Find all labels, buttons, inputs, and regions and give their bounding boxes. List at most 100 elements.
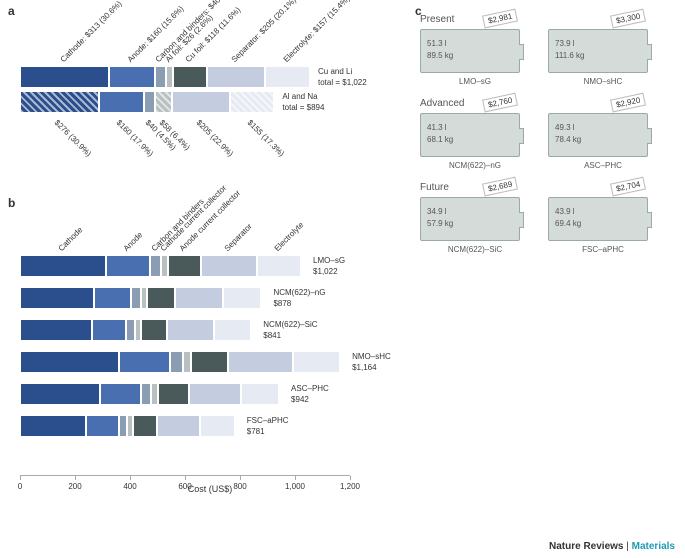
stacked-segment xyxy=(200,415,234,437)
price-tag: $2,704 xyxy=(610,177,646,197)
price-tag: $2,981 xyxy=(482,9,518,29)
panel-b-header: CathodeAnodeCarbon and bindersCathode cu… xyxy=(20,200,400,255)
segment-label: $276 (30.9%) xyxy=(53,118,93,158)
stacked-segment xyxy=(100,383,141,405)
bar-label: NCM(622)–nG$878 xyxy=(273,287,325,309)
axis-tick-label: 400 xyxy=(123,482,136,491)
battery-specs: 51.3 l89.5 kg xyxy=(427,38,453,62)
stacked-segment xyxy=(94,287,131,309)
battery-specs: 49.3 l78.4 kg xyxy=(555,122,581,146)
stacked-segment xyxy=(241,383,279,405)
column-label: Carbon and binders xyxy=(149,197,205,253)
stacked-segment xyxy=(293,351,341,373)
battery-terminal-icon xyxy=(519,44,524,60)
stacked-segment xyxy=(214,319,251,341)
axis-tick xyxy=(295,476,296,480)
segment-label: $205 (22.9%) xyxy=(195,118,235,158)
price-tag: $2,920 xyxy=(610,93,646,113)
bar-label: NCM(622)–SiC$841 xyxy=(263,319,317,341)
panel-a-label: a xyxy=(8,4,15,18)
stacked-segment xyxy=(20,383,100,405)
column-label: Anode xyxy=(122,230,145,253)
stacked-segment xyxy=(173,66,207,88)
price-tag: $3,300 xyxy=(610,9,646,29)
column-label: Cathode xyxy=(57,225,85,253)
axis-tick xyxy=(75,476,76,480)
stacked-segment xyxy=(20,66,109,88)
battery-terminal-icon xyxy=(647,128,652,144)
stacked-segment xyxy=(161,255,168,277)
journal-name: Nature Reviews xyxy=(549,541,623,552)
price-tag: $2,689 xyxy=(482,177,518,197)
axis-tick-label: 1,200 xyxy=(340,482,360,491)
battery-row: 34.9 l57.9 kg$2,689NCM(622)–SiC43.9 l69.… xyxy=(420,197,670,254)
panel-c: Present51.3 l89.5 kg$2,981LMO–sG73.9 l11… xyxy=(420,8,670,266)
battery-cell: 73.9 l111.6 kg$3,300NMO–sHC xyxy=(548,29,658,86)
stacked-segment xyxy=(167,319,214,341)
stacked-segment xyxy=(166,66,173,88)
battery-label: NCM(622)–SiC xyxy=(420,245,530,254)
stacked-segment xyxy=(207,66,265,88)
stacked-segment xyxy=(223,287,262,309)
stacked-segment xyxy=(141,383,151,405)
battery-row: 51.3 l89.5 kg$2,981 LMO–sG 73.9 l111.6 kg$… xyxy=(420,29,670,86)
panel-b-label: b xyxy=(8,196,15,210)
price-tag: $2,760 xyxy=(482,93,518,113)
panel-a: Cathode: $313 (30.6%)Anode: $160 (15.6%)… xyxy=(20,8,400,158)
battery-icon: 51.3 l89.5 kg$2,981 xyxy=(420,29,520,73)
bar-label: LMO–sG$1,022 xyxy=(313,255,345,277)
bar-total-label: Al and Natotal = $894 xyxy=(282,91,324,113)
segment-label: Cathode: $313 (30.6%) xyxy=(58,0,123,64)
cost-bar-row: ASC–PHC$942 xyxy=(20,383,400,405)
panel-b-bars: LMO–sG$1,022 NCM(622)–nG$878 NCM(622)–SiC$… xyxy=(20,255,400,475)
battery-cell: 49.3 l78.4 kg$2,920ASC–PHC xyxy=(548,113,658,170)
axis-tick xyxy=(130,476,131,480)
battery-terminal-icon xyxy=(519,128,524,144)
stacked-segment xyxy=(119,415,127,437)
stacked-segment xyxy=(183,351,191,373)
battery-label: FSC–aPHC xyxy=(548,245,658,254)
stacked-segment xyxy=(155,91,172,113)
stacked-segment xyxy=(230,91,274,113)
battery-specs: 34.9 l57.9 kg xyxy=(427,206,453,230)
battery-terminal-icon xyxy=(519,212,524,228)
battery-cell: 51.3 l89.5 kg$2,981 LMO–sG xyxy=(420,29,530,86)
battery-label: NMO–sHC xyxy=(548,77,658,86)
panel-a-top-labels: Cathode: $313 (30.6%)Anode: $160 (15.6%)… xyxy=(20,8,400,66)
battery-label: LMO–sG xyxy=(420,77,530,86)
cost-bar-row: NCM(622)–nG$878 xyxy=(20,287,400,309)
stacked-segment xyxy=(158,383,188,405)
axis-tick-label: 1,000 xyxy=(285,482,305,491)
stacked-segment xyxy=(119,351,170,373)
column-label: Separator xyxy=(222,222,253,253)
stacked-segment xyxy=(155,66,166,88)
battery-cell: 43.9 l69.4 kg$2,704FSC–aPHC xyxy=(548,197,658,254)
battery-terminal-icon xyxy=(647,44,652,60)
stacked-segment xyxy=(141,319,167,341)
stacked-segment xyxy=(147,287,175,309)
bar-label: ASC–PHC$942 xyxy=(291,383,329,405)
panel-b-axis-title: Cost (US$) xyxy=(188,484,233,494)
axis-tick xyxy=(350,476,351,480)
cost-bar-row: NMO–sHC$1,164 xyxy=(20,351,400,373)
stacked-segment xyxy=(20,91,99,113)
stacked-segment xyxy=(201,255,257,277)
journal-credit: Nature Reviews | Materials xyxy=(549,541,675,552)
cost-bar-row: FSC–aPHC$781 xyxy=(20,415,400,437)
stacked-segment xyxy=(106,255,150,277)
axis-tick xyxy=(240,476,241,480)
stacked-segment xyxy=(157,415,200,437)
battery-specs: 73.9 l111.6 kg xyxy=(555,38,585,62)
stacked-segment xyxy=(20,287,94,309)
axis-tick-label: 0 xyxy=(18,482,22,491)
panel-a-bottom-bar: Al and Natotal = $894 xyxy=(20,91,400,113)
bar-total-label: Cu and Litotal = $1,022 xyxy=(318,66,367,88)
axis-tick-label: 200 xyxy=(68,482,81,491)
cost-bar-row: NCM(622)–SiC$841 xyxy=(20,319,400,341)
battery-cell: 41.3 l68.1 kg$2,760NCM(622)–nG xyxy=(420,113,530,170)
stacked-segment xyxy=(144,91,155,113)
stacked-segment xyxy=(20,351,119,373)
battery-specs: 41.3 l68.1 kg xyxy=(427,122,453,146)
stacked-segment xyxy=(20,415,86,437)
stacked-segment xyxy=(20,255,106,277)
